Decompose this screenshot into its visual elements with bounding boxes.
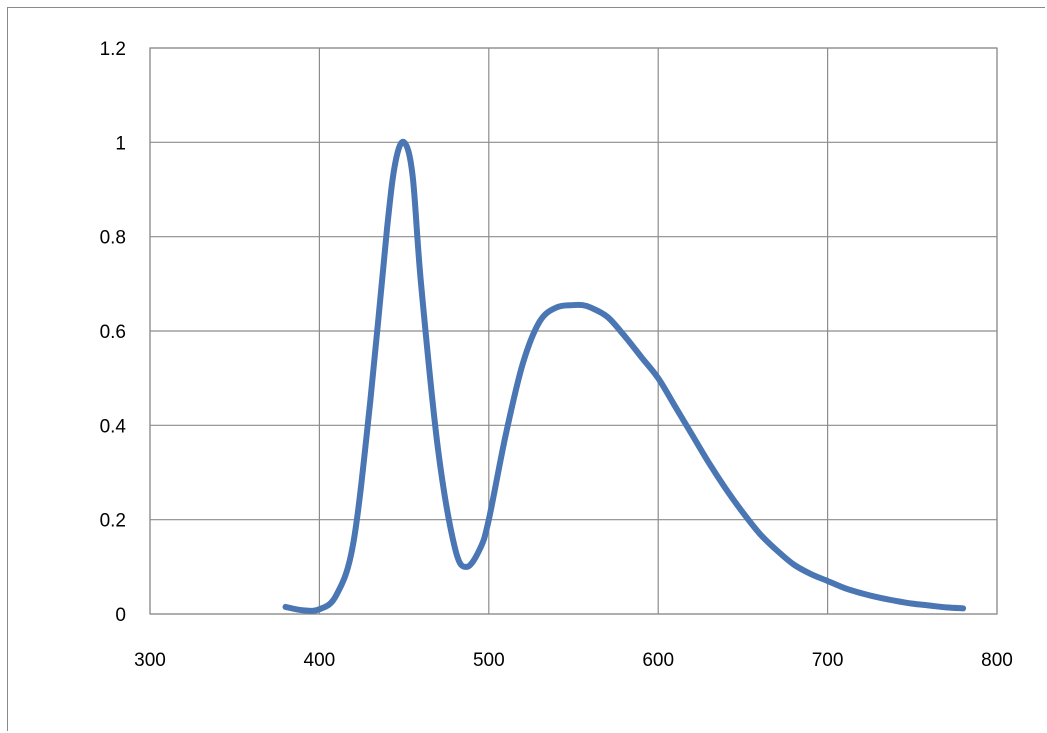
y-tick-label: 0.6 [100, 322, 126, 343]
x-tick-label: 300 [134, 650, 166, 671]
y-tick-label: 0 [115, 605, 126, 626]
x-tick-label: 800 [981, 650, 1013, 671]
y-tick-label: 1 [115, 133, 126, 154]
plot-area [149, 47, 998, 615]
y-tick-label: 0.8 [100, 228, 126, 249]
y-tick-label: 0.4 [100, 416, 127, 437]
x-tick-label: 700 [812, 650, 844, 671]
y-axis-tick-labels: 0 0.2 0.4 0.6 0.8 1 1.2 [100, 39, 127, 626]
x-tick-label: 600 [642, 650, 674, 671]
chart-frame [7, 7, 1045, 731]
y-tick-label: 1.2 [100, 39, 126, 60]
y-tick-label: 0.2 [100, 511, 126, 532]
x-tick-label: 500 [473, 650, 505, 671]
x-axis-tick-labels: 300 400 500 600 700 800 [134, 650, 1013, 671]
series-lines [282, 138, 967, 614]
x-tick-label: 400 [304, 650, 336, 671]
grid-lines [149, 47, 998, 615]
series-line-0 [282, 138, 967, 614]
